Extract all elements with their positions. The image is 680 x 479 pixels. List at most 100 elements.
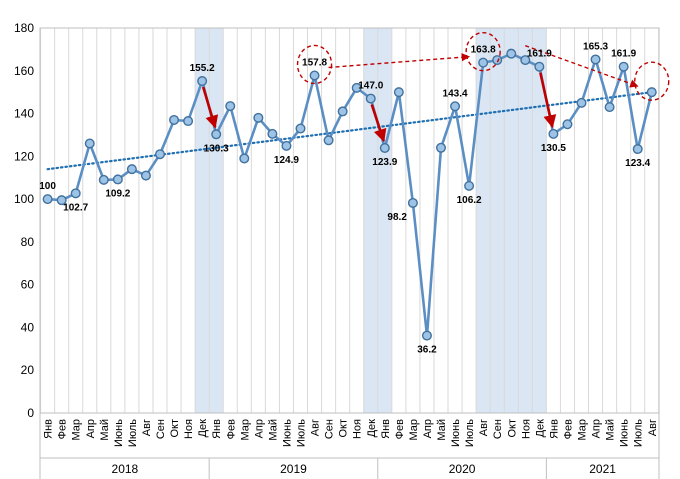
drop-arrow bbox=[201, 86, 219, 129]
data-point bbox=[225, 101, 236, 112]
highlight-circle bbox=[465, 31, 501, 72]
data-label: 109.2 bbox=[105, 188, 130, 199]
data-point bbox=[393, 87, 404, 98]
y-tick-label: 120 bbox=[14, 149, 34, 163]
data-label: 36.2 bbox=[417, 345, 437, 356]
data-label: 98.2 bbox=[387, 212, 407, 223]
data-point bbox=[604, 102, 615, 113]
x-tick-label: Апр bbox=[591, 419, 603, 438]
x-tick-label: Апр bbox=[85, 419, 97, 438]
x-tick-label: Май bbox=[605, 419, 617, 441]
x-tick-label: Фев bbox=[225, 419, 237, 439]
dashed-arrow bbox=[525, 45, 639, 88]
annotations bbox=[201, 31, 670, 143]
data-point bbox=[56, 195, 67, 206]
data-point bbox=[534, 61, 545, 72]
x-tick-label: Мар bbox=[71, 419, 83, 441]
data-point bbox=[84, 138, 95, 149]
data-point bbox=[197, 76, 208, 87]
data-point bbox=[590, 54, 601, 65]
x-tick-label: Янв bbox=[211, 419, 223, 439]
data-point bbox=[520, 55, 531, 66]
data-point bbox=[112, 174, 123, 185]
trendline-group bbox=[46, 91, 653, 171]
data-point bbox=[365, 93, 376, 104]
x-tick-label: Май bbox=[99, 419, 111, 441]
data-point bbox=[281, 140, 292, 151]
x-tick-label: Янв bbox=[548, 419, 560, 439]
data-label: 147.0 bbox=[358, 81, 383, 92]
x-tick-label: Окт bbox=[338, 419, 350, 438]
data-point bbox=[126, 164, 137, 175]
x-tick-label: Июнь bbox=[281, 419, 293, 447]
x-tick-label: Ноя bbox=[520, 419, 532, 439]
x-tick-label: Июнь bbox=[113, 419, 125, 447]
y-tick-label: 0 bbox=[27, 406, 34, 420]
data-point bbox=[154, 149, 165, 160]
data-point bbox=[183, 116, 194, 127]
year-label: 2018 bbox=[112, 462, 139, 476]
shaded-period-2 bbox=[476, 28, 547, 413]
data-label: 123.4 bbox=[625, 158, 650, 169]
highlight-circle bbox=[296, 44, 333, 85]
data-point bbox=[478, 57, 489, 68]
data-point bbox=[351, 82, 362, 93]
data-label: 163.8 bbox=[471, 45, 496, 56]
drop-arrow bbox=[539, 72, 557, 129]
drop-arrow bbox=[370, 104, 387, 143]
x-tick-label: Дек bbox=[534, 419, 546, 438]
data-label: 106.2 bbox=[457, 195, 482, 206]
x-tick-label: Июль bbox=[464, 419, 476, 447]
x-tick-label: Июнь bbox=[450, 419, 462, 447]
data-point bbox=[253, 112, 264, 123]
year-label: 2021 bbox=[589, 462, 616, 476]
data-point bbox=[379, 142, 390, 153]
data-point bbox=[646, 87, 657, 98]
data-point bbox=[562, 119, 573, 130]
x-tick-label: Фев bbox=[57, 419, 69, 439]
data-labels: 100 102.7 109.2 155.2 130.3 124.9 157.8 147.0 12… bbox=[39, 41, 650, 355]
data-label: 161.9 bbox=[611, 49, 636, 60]
x-tick-label: Авг bbox=[478, 419, 490, 436]
data-point bbox=[42, 194, 53, 205]
data-label: 100 bbox=[39, 181, 56, 192]
data-point bbox=[618, 61, 629, 72]
x-tick-label: Сен bbox=[155, 419, 167, 439]
data-point bbox=[309, 70, 320, 81]
data-label: 143.4 bbox=[443, 88, 468, 99]
plot-frame bbox=[39, 27, 660, 414]
data-point bbox=[464, 180, 475, 191]
data-point bbox=[98, 174, 109, 185]
y-tick-label: 180 bbox=[14, 21, 34, 35]
x-tick-label: Ноя bbox=[352, 419, 364, 439]
year-label: 2019 bbox=[280, 462, 307, 476]
data-point bbox=[323, 135, 334, 146]
x-tick-label: Сен bbox=[324, 419, 336, 439]
x-tick-label: Мар bbox=[577, 419, 589, 441]
data-point bbox=[421, 330, 432, 341]
y-tick-label: 80 bbox=[21, 235, 35, 249]
data-point bbox=[140, 170, 151, 181]
data-point bbox=[436, 142, 447, 153]
data-label: 157.8 bbox=[302, 57, 327, 68]
data-point bbox=[239, 153, 250, 164]
x-tick-label: Июль bbox=[633, 419, 645, 447]
x-tick-label: Авг bbox=[647, 419, 659, 436]
x-tick-label: Апр bbox=[253, 419, 265, 438]
data-label: 130.5 bbox=[541, 143, 566, 154]
data-point bbox=[548, 128, 559, 139]
x-tick-label: Июнь bbox=[619, 419, 631, 447]
x-tick-label: Фев bbox=[394, 419, 406, 439]
trendline bbox=[46, 91, 653, 171]
x-tick-label: Авг bbox=[310, 419, 322, 436]
data-point bbox=[337, 106, 348, 117]
data-point bbox=[169, 114, 180, 125]
y-tick-label: 160 bbox=[14, 64, 34, 78]
data-label: 165.3 bbox=[583, 41, 608, 52]
x-tick-label: Окт bbox=[506, 419, 518, 438]
x-tick-label: Авг bbox=[141, 419, 153, 436]
x-tick-label: Апр bbox=[422, 419, 434, 438]
x-tick-label: Дек bbox=[366, 419, 378, 438]
dashed-arrow bbox=[328, 53, 470, 69]
x-tick-label: Май bbox=[267, 419, 279, 441]
